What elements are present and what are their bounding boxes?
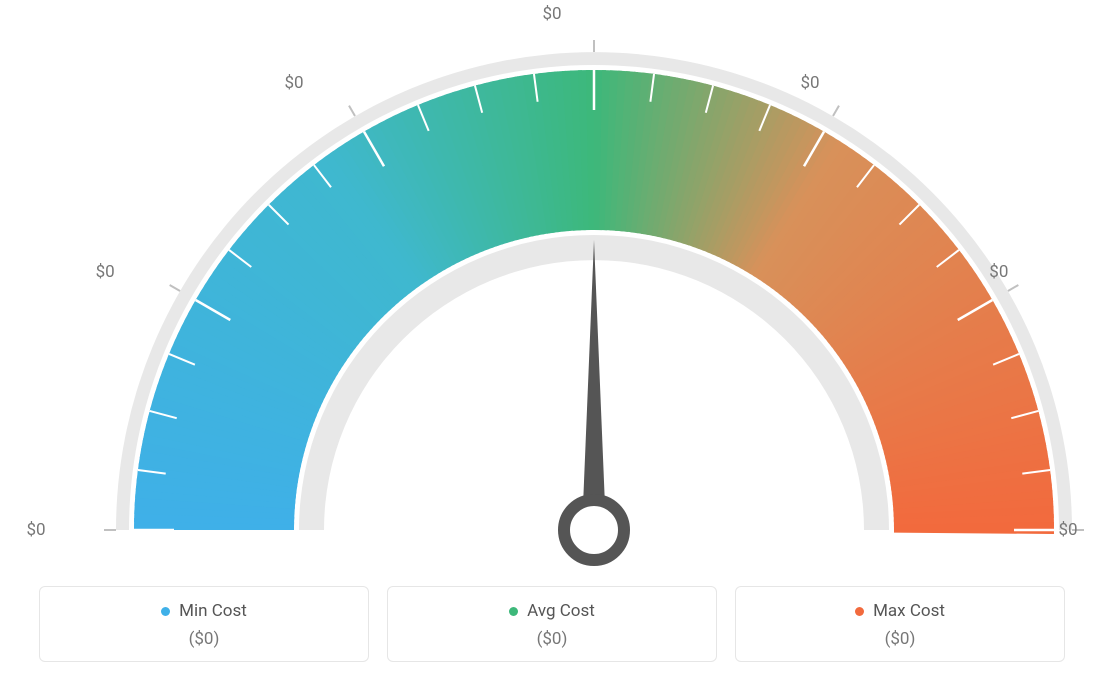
legend-value-min: ($0) <box>40 629 368 649</box>
legend-card-avg: Avg Cost ($0) <box>387 586 717 663</box>
legend-text-avg: Avg Cost <box>527 601 595 621</box>
legend-text-max: Max Cost <box>873 601 945 621</box>
legend-row: Min Cost ($0) Avg Cost ($0) Max Cost ($0… <box>39 586 1065 663</box>
legend-label-max: Max Cost <box>855 601 945 621</box>
gauge-chart <box>42 0 1104 600</box>
gauge-tick-label: $0 <box>1058 520 1077 540</box>
legend-dot-avg <box>509 607 518 616</box>
legend-value-max: ($0) <box>736 629 1064 649</box>
gauge-tick-label: $0 <box>96 262 115 282</box>
gauge-tick-label: $0 <box>989 262 1008 282</box>
legend-card-min: Min Cost ($0) <box>39 586 369 663</box>
gauge-tick-label: $0 <box>26 520 45 540</box>
legend-card-max: Max Cost ($0) <box>735 586 1065 663</box>
legend-dot-min <box>161 607 170 616</box>
legend-label-min: Min Cost <box>161 601 247 621</box>
legend-value-avg: ($0) <box>388 629 716 649</box>
gauge-tick-label: $0 <box>800 73 819 93</box>
legend-dot-max <box>855 607 864 616</box>
gauge-tick-label: $0 <box>542 4 561 24</box>
legend-text-min: Min Cost <box>179 601 247 621</box>
gauge-tick-label: $0 <box>284 73 303 93</box>
gauge-container <box>42 0 1062 604</box>
legend-label-avg: Avg Cost <box>509 601 595 621</box>
